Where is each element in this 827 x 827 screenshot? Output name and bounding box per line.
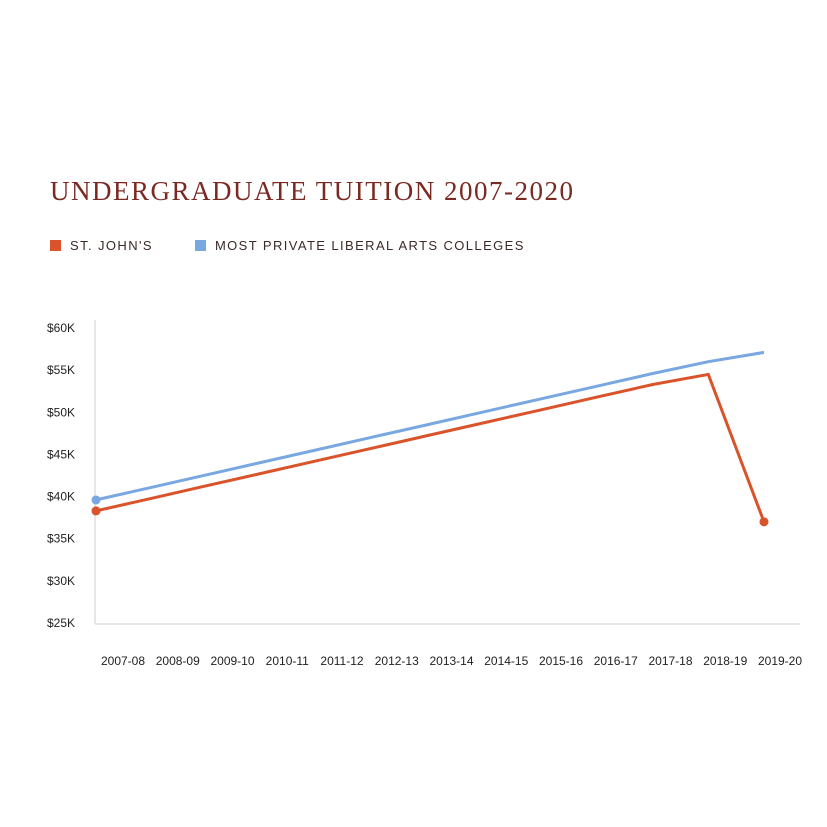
legend: ST. JOHN'S MOST PRIVATE LIBERAL ARTS COL…: [50, 238, 567, 253]
series-point-marker: [759, 517, 769, 527]
y-tick-label: $25K: [47, 616, 75, 630]
y-tick-label: $45K: [47, 447, 75, 461]
x-tick-label: 2008-09: [156, 654, 200, 668]
x-axis-tick-labels: 2007-08 2008-09 2009-10 2010-11 2011-12 2012-…: [101, 654, 802, 668]
series-point-marker: [91, 495, 101, 505]
x-tick-label: 2011-12: [320, 654, 363, 668]
y-tick-label: $60K: [47, 321, 75, 335]
legend-label-st-johns: ST. JOHN'S: [70, 238, 153, 253]
series-point-marker: [91, 506, 101, 516]
legend-swatch-st-johns: [50, 240, 61, 251]
legend-label-private-colleges: MOST PRIVATE LIBERAL ARTS COLLEGES: [214, 238, 525, 253]
x-tick-label: 2012-13: [375, 654, 419, 668]
x-tick-label: 2019-20: [758, 654, 802, 668]
y-tick-label: $35K: [47, 532, 75, 546]
x-tick-label: 2014-15: [484, 654, 528, 668]
x-tick-label: 2016-17: [594, 654, 638, 668]
legend-item-private-colleges: MOST PRIVATE LIBERAL ARTS COLLEGES: [194, 238, 525, 253]
series-lines: [95, 350, 766, 523]
y-tick-label: $50K: [47, 405, 75, 419]
x-tick-label: 2013-14: [429, 654, 473, 668]
series-markers: [91, 495, 769, 527]
legend-item-st-johns: ST. JOHN'S: [50, 238, 153, 253]
chart-title: UNDERGRADUATE TUITION 2007-2020: [50, 176, 575, 206]
x-tick-label: 2017-18: [648, 654, 692, 668]
x-tick-label: 2009-10: [210, 654, 254, 668]
y-tick-label: $40K: [47, 490, 75, 504]
x-tick-label: 2018-19: [703, 654, 747, 668]
y-axis-tick-labels: $25K $30K $35K $40K $45K $50K $55K $60K: [47, 321, 75, 630]
x-tick-label: 2010-11: [266, 654, 309, 668]
y-tick-label: $30K: [47, 574, 75, 588]
y-tick-label: $55K: [47, 363, 75, 377]
x-tick-label: 2015-16: [539, 654, 583, 668]
series-line: [95, 372, 766, 523]
x-tick-label: 2007-08: [101, 654, 145, 668]
series-line: [95, 350, 765, 502]
chart-axes: [94, 320, 800, 625]
legend-swatch-private-colleges: [194, 240, 206, 251]
